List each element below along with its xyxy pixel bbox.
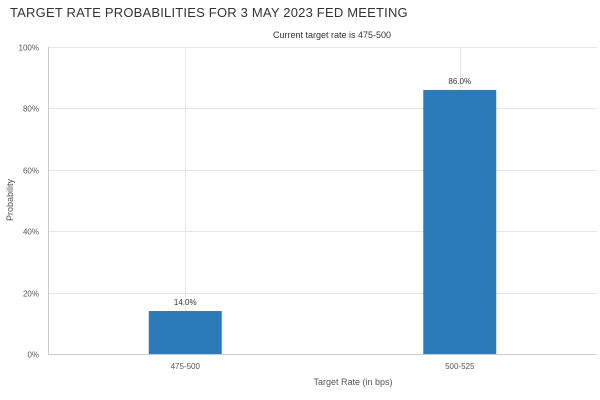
bar-500-525[interactable] (423, 89, 497, 354)
x-tick-label: 500-525 (445, 362, 475, 371)
y-tick-label: 80% (23, 105, 39, 114)
y-tick-label: 0% (27, 351, 39, 360)
axes (48, 47, 597, 355)
x-axis-title: Target Rate (in bps) (313, 377, 392, 387)
bars (148, 89, 497, 354)
y-axis-title: Probability (5, 178, 15, 221)
y-tick-label: 60% (23, 167, 39, 176)
page-title: TARGET RATE PROBABILITIES FOR 3 MAY 2023… (10, 5, 408, 20)
chart-subtitle: Current target rate is 475-500 (273, 30, 391, 40)
y-tick-label: 100% (19, 44, 39, 53)
y-tick-label: 20% (23, 290, 39, 299)
data-label: 86.0% (448, 77, 471, 86)
grid-lines (48, 47, 597, 354)
bar-475-500[interactable] (148, 311, 222, 354)
x-tick-label: 475-500 (171, 362, 201, 371)
data-label: 14.0% (174, 298, 197, 307)
tick-labels: 0% 20% 40% 60% 80% 100% 14.0% 475-500 86.0% 500-5… (19, 44, 475, 372)
y-tick-label: 40% (23, 228, 39, 237)
